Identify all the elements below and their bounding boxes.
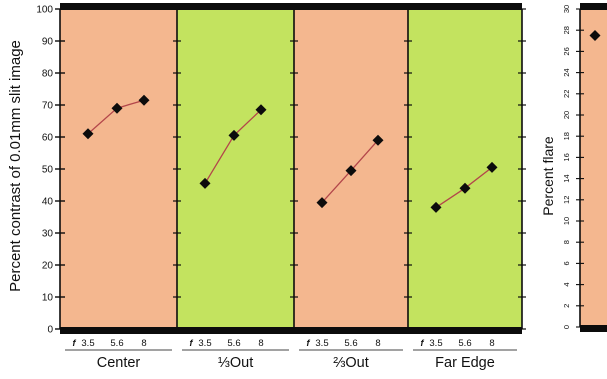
flare-y-tick-label: 6: [562, 261, 571, 265]
flare-y-axis-label: Percent flare: [540, 136, 556, 216]
f-stop-prefix: f: [421, 338, 425, 348]
flare-top-frame-bar: [580, 3, 607, 10]
data-point-marker: [345, 165, 357, 177]
y-tick-label: 60: [42, 133, 54, 144]
data-point-marker: [486, 161, 498, 173]
x-tick-label: 5.6: [458, 338, 471, 349]
x-tick-label: 8: [258, 338, 263, 349]
x-tick-label: 3.5: [198, 338, 211, 349]
x-tick-label: 8: [489, 338, 494, 349]
y-tick-label: 100: [36, 5, 53, 16]
flare-y-tick-label: 8: [562, 240, 571, 244]
panel-label: Center: [97, 355, 141, 371]
data-point-marker: [228, 129, 240, 141]
x-tick-label: 3.5: [315, 338, 328, 349]
x-tick-label: 5.6: [110, 338, 123, 349]
flare-panel-background: [580, 9, 607, 327]
f-stop-prefix: f: [190, 338, 194, 348]
top-frame-bar: [60, 3, 522, 10]
y-tick-label: 70: [42, 101, 54, 112]
panel-background: [60, 9, 177, 329]
flare-data-point-marker: [589, 30, 601, 41]
flare-y-tick-label: 28: [562, 26, 571, 34]
y-tick-label: 20: [42, 261, 54, 272]
flare-y-tick-label: 30: [562, 5, 571, 13]
data-point-marker: [459, 182, 471, 194]
panel-background: [177, 9, 294, 329]
panel-label: ⅓Out: [218, 355, 253, 371]
y-tick-label: 0: [47, 325, 53, 336]
y-tick-label: 10: [42, 293, 54, 304]
data-point-marker: [199, 177, 211, 189]
y-tick-label: 80: [42, 69, 54, 80]
x-tick-label: 5.6: [227, 338, 240, 349]
f-stop-prefix: f: [307, 338, 311, 348]
panel-label: Far Edge: [435, 355, 495, 371]
flare-y-tick-label: 12: [562, 196, 571, 204]
data-point-marker: [316, 197, 328, 209]
bottom-frame-bar: [60, 327, 522, 334]
data-point-marker: [111, 102, 123, 114]
x-tick-label: 3.5: [429, 338, 442, 349]
flare-y-tick-label: 14: [562, 174, 571, 182]
data-point-marker: [138, 94, 150, 106]
data-point-marker: [430, 201, 442, 213]
panel-background: [408, 9, 522, 329]
y-axis-label: Percent contrast of 0.01mm slit image: [7, 40, 24, 292]
flare-y-tick-label: 18: [562, 132, 571, 140]
y-tick-label: 90: [42, 37, 54, 48]
flare-y-tick-label: 22: [562, 90, 571, 98]
flare-y-tick-label: 16: [562, 153, 571, 161]
flare-y-tick-label: 4: [562, 283, 571, 287]
data-point-marker: [82, 128, 94, 140]
y-tick-label: 50: [42, 165, 54, 176]
x-tick-label: 5.6: [344, 338, 357, 349]
data-point-marker: [255, 104, 267, 116]
x-tick-label: 8: [375, 338, 380, 349]
panel-label: ⅔Out: [333, 355, 368, 371]
flare-bottom-frame-bar: [580, 325, 607, 332]
f-stop-prefix: f: [73, 338, 77, 348]
x-tick-label: 8: [141, 338, 146, 349]
y-tick-label: 30: [42, 229, 54, 240]
flare-y-tick-label: 0: [562, 325, 571, 329]
flare-y-tick-label: 26: [562, 47, 571, 55]
x-tick-label: 3.5: [81, 338, 94, 349]
flare-y-tick-label: 20: [562, 111, 571, 119]
flare-y-tick-label: 2: [562, 304, 571, 308]
flare-y-tick-label: 10: [562, 217, 571, 225]
flare-y-tick-label: 24: [562, 68, 571, 76]
y-tick-label: 40: [42, 197, 54, 208]
data-point-marker: [372, 134, 384, 146]
